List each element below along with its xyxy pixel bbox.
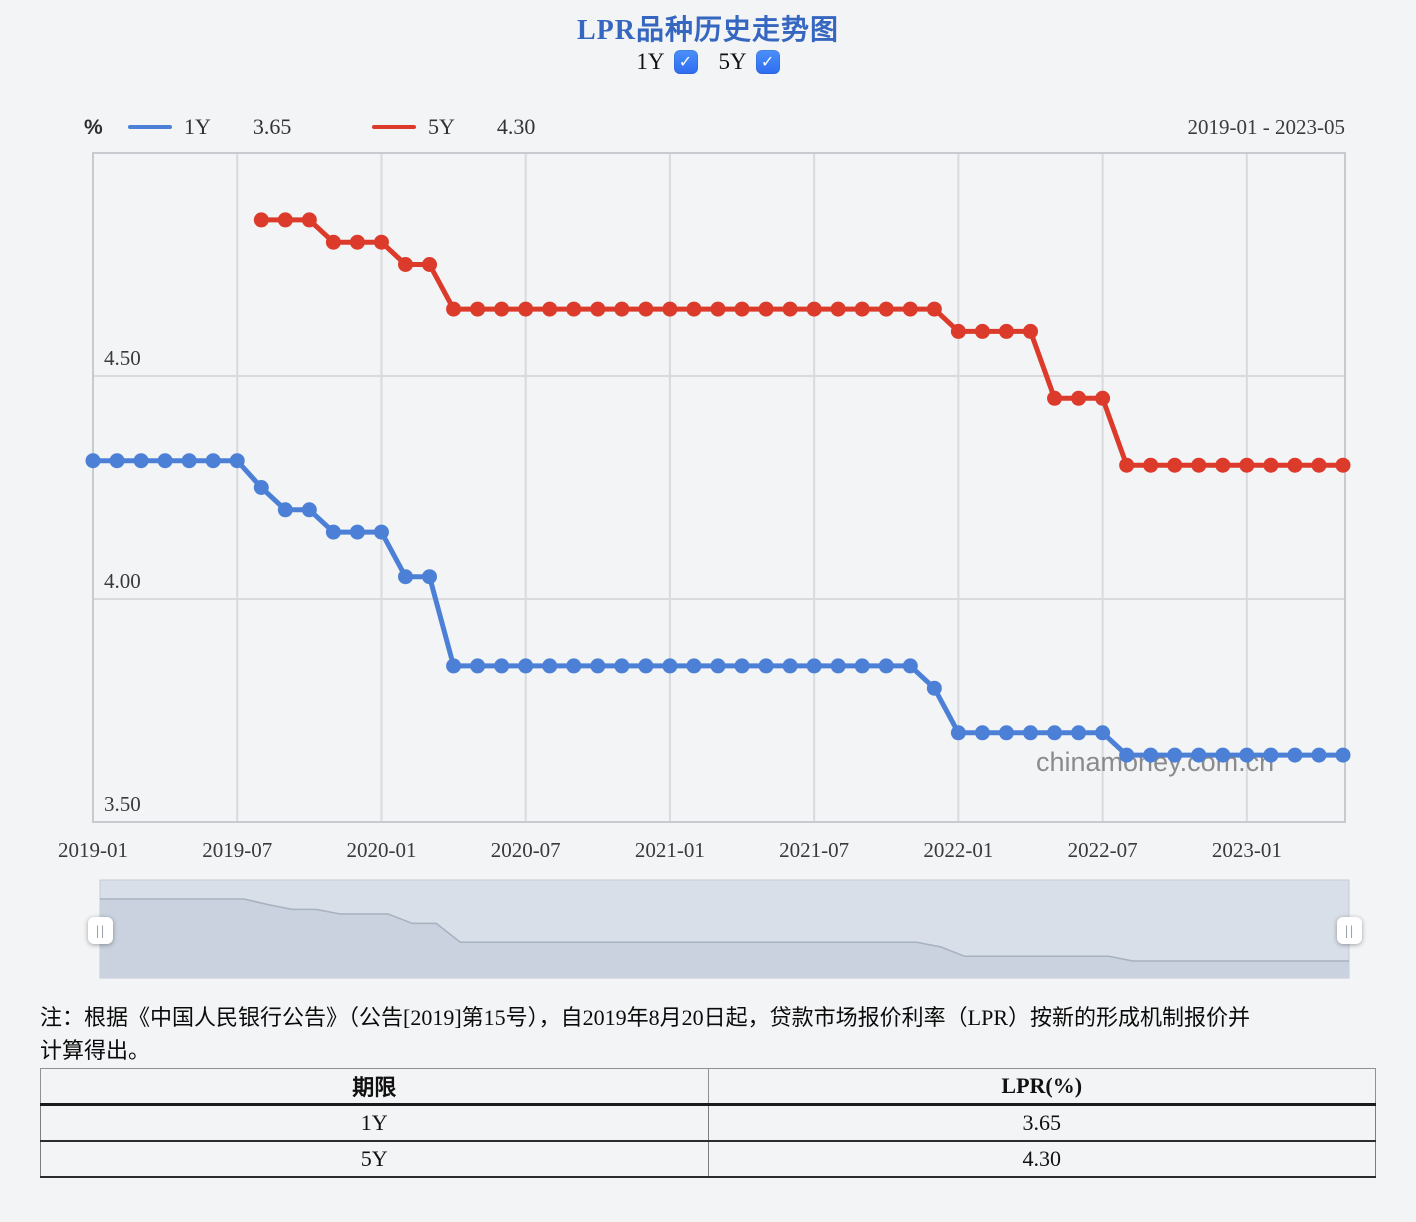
series-points-1y bbox=[85, 453, 1351, 763]
summary-table: 期限 LPR(%) 1Y 3.65 5Y 4.30 bbox=[40, 1068, 1376, 1178]
axis-labels: 4.50 4.00 3.50 2019-01 2019-07 2020-01 2020-07… bbox=[58, 346, 1282, 862]
table-cell-term-1y: 1Y bbox=[40, 1104, 709, 1142]
page-title: LPR品种历史走势图 bbox=[576, 15, 839, 46]
svg-text:2022-01: 2022-01 bbox=[923, 838, 993, 862]
table-cell-value-5y: 4.30 bbox=[707, 1141, 1376, 1178]
table-cell-value-1y: 3.65 bbox=[707, 1104, 1376, 1142]
navigator-area bbox=[100, 899, 1349, 978]
svg-text:2021-07: 2021-07 bbox=[779, 838, 849, 862]
legend-item-1y[interactable]: 1Y 3.65 bbox=[128, 114, 291, 140]
toggle-1y-checkbox[interactable]: ✓ bbox=[673, 49, 698, 74]
table-header-row: 期限 LPR(%) bbox=[40, 1068, 1376, 1106]
svg-text:2023-01: 2023-01 bbox=[1212, 838, 1282, 862]
footnote-line-1: 注：根据《中国人民银行公告》（公告[2019]第15号），自2019年8月20日… bbox=[40, 1005, 1251, 1030]
legend-1y-name: 1Y bbox=[184, 114, 211, 139]
svg-text:2019-07: 2019-07 bbox=[202, 838, 272, 862]
table-header-lpr: LPR(%) bbox=[707, 1068, 1376, 1106]
grid-lines bbox=[92, 152, 1346, 823]
legend-line-5y-icon bbox=[372, 125, 416, 129]
check-icon: ✓ bbox=[678, 51, 693, 71]
chart-navigator[interactable] bbox=[99, 879, 1350, 979]
svg-text:2020-01: 2020-01 bbox=[346, 838, 416, 862]
table-cell-term-5y: 5Y bbox=[40, 1141, 709, 1178]
legend-1y-value: 3.65 bbox=[252, 114, 292, 139]
legend-5y-name: 5Y bbox=[428, 114, 455, 139]
svg-text:2019-01: 2019-01 bbox=[58, 838, 128, 862]
footnote: 注：根据《中国人民银行公告》（公告[2019]第15号），自2019年8月20日… bbox=[40, 1001, 1386, 1067]
lpr-trend-chart[interactable]: 4.50 4.00 3.50 2019-01 2019-07 2020-01 2020-07… bbox=[0, 0, 1416, 1000]
table-row: 5Y 4.30 bbox=[40, 1141, 1376, 1178]
toggle-5y-label: 5Y bbox=[718, 49, 747, 74]
navigator-right-handle[interactable]: || bbox=[1337, 917, 1362, 944]
svg-text:3.50: 3.50 bbox=[104, 792, 141, 816]
toggle-1y-label: 1Y bbox=[636, 49, 665, 74]
toggle-5y-checkbox[interactable]: ✓ bbox=[755, 49, 780, 74]
check-icon: ✓ bbox=[760, 51, 775, 71]
svg-text:2021-01: 2021-01 bbox=[635, 838, 705, 862]
y-axis-unit-label: % bbox=[84, 116, 103, 139]
table-header-term: 期限 bbox=[40, 1068, 709, 1106]
table-row: 1Y 3.65 bbox=[40, 1104, 1376, 1142]
date-range-label: 2019-01 - 2023-05 bbox=[1187, 115, 1345, 139]
series-line-5y bbox=[261, 217, 1343, 468]
svg-text:2022-07: 2022-07 bbox=[1068, 838, 1138, 862]
series-toggles: 1Y ✓ 5Y ✓ bbox=[0, 49, 1416, 74]
series-points-5y bbox=[253, 212, 1351, 473]
footnote-line-2: 计算得出。 bbox=[40, 1038, 151, 1063]
svg-text:2020-07: 2020-07 bbox=[491, 838, 561, 862]
legend-item-5y[interactable]: 5Y 4.30 bbox=[372, 114, 535, 140]
svg-text:4.00: 4.00 bbox=[104, 569, 141, 593]
legend-5y-value: 4.30 bbox=[496, 114, 536, 139]
legend-line-1y-icon bbox=[128, 125, 172, 129]
series-lines bbox=[93, 217, 1343, 758]
svg-text:4.50: 4.50 bbox=[104, 346, 141, 370]
navigator-left-handle[interactable]: || bbox=[88, 917, 113, 944]
